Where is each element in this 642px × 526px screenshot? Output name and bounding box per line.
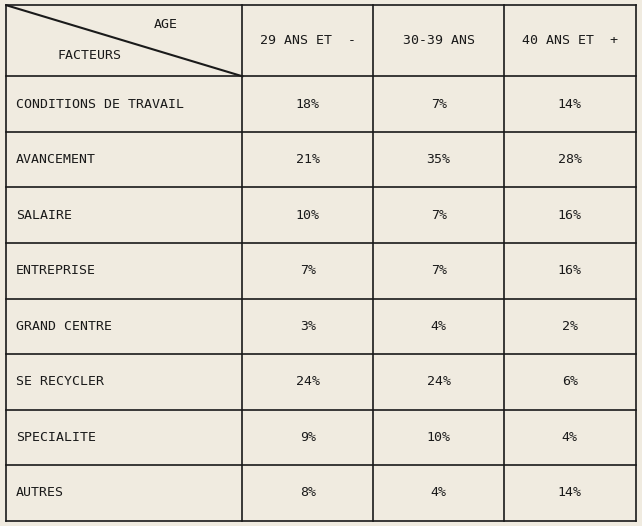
Text: 29 ANS ET  -: 29 ANS ET - [260,34,356,47]
Text: 6%: 6% [562,376,578,388]
Text: 4%: 4% [431,487,447,500]
Text: 7%: 7% [300,264,316,277]
Text: 16%: 16% [558,264,582,277]
Text: 16%: 16% [558,209,582,221]
Text: 7%: 7% [431,209,447,221]
Text: 3%: 3% [300,320,316,333]
Text: 28%: 28% [558,153,582,166]
Text: 7%: 7% [431,97,447,110]
Text: AVANCEMENT: AVANCEMENT [16,153,96,166]
Text: 40 ANS ET  +: 40 ANS ET + [522,34,618,47]
Text: 24%: 24% [296,376,320,388]
Text: SALAIRE: SALAIRE [16,209,72,221]
Text: 10%: 10% [296,209,320,221]
Text: 4%: 4% [431,320,447,333]
Text: 10%: 10% [427,431,451,444]
Text: 21%: 21% [296,153,320,166]
Text: 30-39 ANS: 30-39 ANS [403,34,474,47]
Text: 2%: 2% [562,320,578,333]
Text: 18%: 18% [296,97,320,110]
Text: 14%: 14% [558,97,582,110]
Text: AUTRES: AUTRES [16,487,64,500]
Text: CONDITIONS DE TRAVAIL: CONDITIONS DE TRAVAIL [16,97,184,110]
Text: GRAND CENTRE: GRAND CENTRE [16,320,112,333]
Text: 24%: 24% [427,376,451,388]
Text: FACTEURS: FACTEURS [57,49,121,62]
Text: AGE: AGE [154,18,178,32]
Text: 8%: 8% [300,487,316,500]
Text: 14%: 14% [558,487,582,500]
Text: 9%: 9% [300,431,316,444]
Text: 4%: 4% [562,431,578,444]
Text: SPECIALITE: SPECIALITE [16,431,96,444]
Text: 7%: 7% [431,264,447,277]
Text: ENTREPRISE: ENTREPRISE [16,264,96,277]
Text: SE RECYCLER: SE RECYCLER [16,376,104,388]
Text: 35%: 35% [427,153,451,166]
